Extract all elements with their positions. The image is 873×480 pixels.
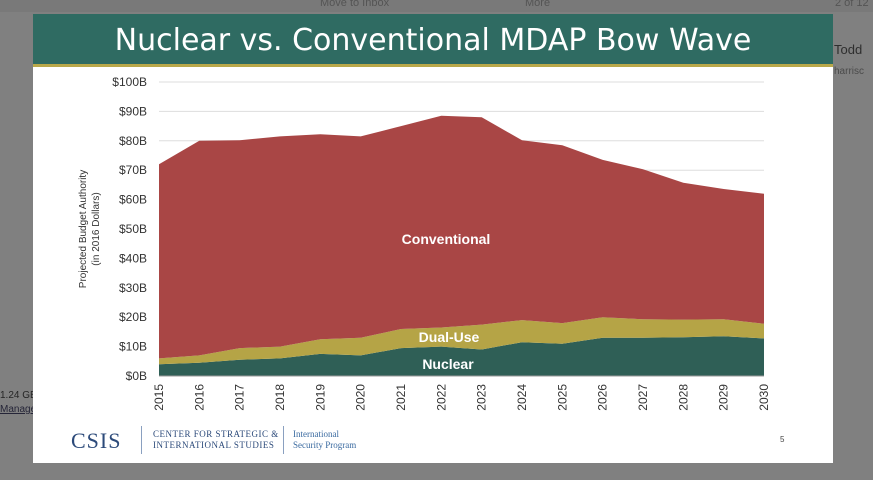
y-axis-subtitle: (in 2016 Dollars) — [91, 192, 102, 265]
x-tick-label: 2025 — [555, 384, 569, 411]
org-name: CENTER FOR STRATEGIC & INTERNATIONAL STU… — [153, 429, 279, 451]
pagination-label: 2 of 12 — [835, 0, 869, 9]
series-label-dual-use: Dual-Use — [419, 329, 480, 345]
x-tick-label: 2023 — [475, 384, 489, 411]
x-tick-label: 2016 — [192, 384, 206, 411]
x-tick-label: 2024 — [515, 384, 529, 411]
x-tick-label: 2022 — [434, 384, 448, 411]
org-line-2: INTERNATIONAL STUDIES — [153, 440, 275, 450]
contact-sub: harrisc — [834, 66, 865, 77]
y-tick-label: $60B — [119, 193, 147, 207]
footer-divider — [141, 426, 142, 454]
y-tick-label: $80B — [119, 134, 147, 148]
x-tick-label: 2026 — [596, 384, 610, 411]
slide-title-bar: Nuclear vs. Conventional MDAP Bow Wave — [33, 14, 833, 67]
x-tick-label: 2015 — [152, 384, 166, 411]
y-tick-label: $50B — [119, 222, 147, 236]
x-tick-label: 2027 — [636, 384, 650, 411]
area-conventional — [159, 115, 764, 359]
x-tick-label: 2029 — [717, 384, 731, 411]
x-tick-label: 2030 — [757, 384, 771, 411]
x-tick-label: 2028 — [676, 384, 690, 411]
area-dual-use — [159, 317, 764, 365]
y-tick-label: $20B — [119, 310, 147, 324]
more-button[interactable]: More — [525, 0, 551, 9]
manage-link[interactable]: Manage — [0, 404, 37, 415]
y-tick-label: $0B — [126, 369, 147, 383]
y-axis-title: Projected Budget Authority — [78, 170, 89, 288]
y-tick-label: $30B — [119, 281, 147, 295]
bow-wave-chart: $0B $10B $20B $30B $40B $50B $60B $70B $80B $90B $… — [78, 75, 771, 411]
y-tick-label: $100B — [112, 75, 147, 89]
x-tick-label: 2019 — [313, 384, 327, 411]
program-name: International Security Program — [293, 429, 356, 451]
program-line-1: International — [293, 429, 339, 439]
move-to-inbox-button[interactable]: Move to Inbox — [320, 0, 390, 9]
page-number: 5 — [780, 435, 785, 444]
x-tick-label: 2020 — [354, 384, 368, 411]
y-tick-label: $90B — [119, 104, 147, 118]
series-label-conventional: Conventional — [402, 231, 491, 247]
x-tick-label: 2018 — [273, 384, 287, 411]
y-tick-label: $70B — [119, 163, 147, 177]
y-tick-label: $10B — [119, 340, 147, 354]
org-line-1: CENTER FOR STRATEGIC & — [153, 429, 279, 439]
storage-size: 1.24 GB — [0, 390, 37, 401]
slide-viewer: Nuclear vs. Conventional MDAP Bow Wave $… — [33, 14, 833, 463]
program-line-2: Security Program — [293, 440, 357, 450]
footer-divider — [283, 426, 284, 454]
y-tick-label: $40B — [119, 251, 147, 265]
x-tick-label: 2017 — [233, 384, 247, 411]
contact-name: Todd — [834, 42, 863, 57]
email-toolbar: Move to Inbox More 2 of 12 — [0, 0, 873, 12]
area-nuclear — [159, 336, 764, 376]
x-tick-label: 2021 — [394, 384, 408, 411]
slide-title: Nuclear vs. Conventional MDAP Bow Wave — [114, 23, 752, 58]
contact-panel: Todd harrisc — [832, 40, 873, 130]
csis-logo: CSIS — [71, 428, 122, 453]
series-label-nuclear: Nuclear — [422, 356, 474, 372]
